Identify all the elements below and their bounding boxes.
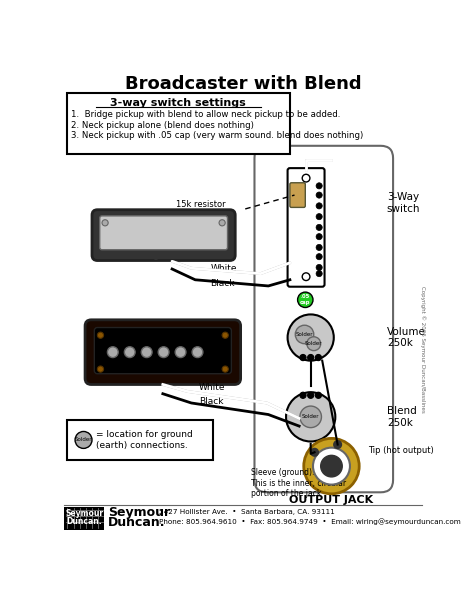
Circle shape (97, 366, 103, 372)
FancyBboxPatch shape (85, 320, 241, 385)
Text: Phone: 805.964.9610  •  Fax: 805.964.9749  •  Email: wiring@seymourduncan.com: Phone: 805.964.9610 • Fax: 805.964.9749 … (159, 518, 461, 525)
Circle shape (295, 325, 314, 344)
Circle shape (307, 337, 321, 350)
Circle shape (102, 220, 108, 226)
Text: 15k resistor: 15k resistor (176, 200, 226, 209)
Text: Solder: Solder (302, 415, 319, 419)
Circle shape (286, 392, 335, 441)
Circle shape (75, 431, 92, 449)
Text: = location for ground
(earth) connections.: = location for ground (earth) connection… (96, 430, 192, 450)
Circle shape (222, 332, 228, 338)
Text: 2. Neck pickup alone (blend does nothing): 2. Neck pickup alone (blend does nothing… (71, 120, 254, 129)
Circle shape (304, 438, 359, 494)
FancyBboxPatch shape (290, 183, 305, 207)
Circle shape (316, 214, 322, 220)
Text: Duncan.: Duncan. (66, 517, 102, 526)
Text: Broadcaster with Blend: Broadcaster with Blend (125, 75, 361, 93)
FancyBboxPatch shape (94, 328, 231, 374)
Text: Duncan.: Duncan. (108, 516, 166, 529)
Circle shape (192, 347, 203, 358)
Circle shape (316, 225, 322, 231)
Text: Seymour: Seymour (108, 506, 170, 519)
Circle shape (97, 332, 103, 338)
Text: 5427 Hollister Ave.  •  Santa Barbara, CA. 93111: 5427 Hollister Ave. • Santa Barbara, CA.… (159, 509, 335, 515)
Circle shape (175, 347, 186, 358)
Circle shape (158, 347, 169, 358)
Circle shape (315, 355, 321, 361)
Text: 3-way switch settings: 3-way switch settings (110, 98, 246, 108)
Circle shape (316, 244, 322, 250)
Bar (64, 507, 104, 530)
Text: .05
cap: .05 cap (300, 294, 310, 305)
Circle shape (219, 220, 225, 226)
Circle shape (300, 406, 321, 428)
Circle shape (308, 392, 314, 398)
Text: Volume
250k: Volume 250k (387, 326, 426, 349)
Text: Black: Black (199, 397, 224, 406)
Text: Blend
250k: Blend 250k (387, 406, 417, 428)
FancyBboxPatch shape (288, 168, 325, 287)
Circle shape (315, 392, 321, 398)
Circle shape (310, 449, 319, 456)
Circle shape (288, 314, 334, 361)
Circle shape (124, 347, 135, 358)
Circle shape (316, 192, 322, 198)
Circle shape (316, 203, 322, 209)
Circle shape (321, 455, 342, 477)
Text: OUTPUT JACK: OUTPUT JACK (290, 495, 374, 505)
Text: Copyright © 2006 Seymour Duncan/Basslines: Copyright © 2006 Seymour Duncan/Bassline… (419, 286, 425, 413)
Circle shape (300, 355, 306, 361)
Text: 3. Neck pickup with .05 cap (very warm sound. blend does nothing): 3. Neck pickup with .05 cap (very warm s… (71, 131, 364, 140)
FancyBboxPatch shape (255, 146, 393, 492)
Text: White: White (210, 264, 237, 273)
Circle shape (313, 447, 350, 485)
Circle shape (316, 264, 322, 271)
Circle shape (316, 271, 322, 277)
Circle shape (316, 253, 322, 260)
Text: Seymour: Seymour (65, 509, 103, 518)
Circle shape (108, 347, 118, 358)
Text: Tip (hot output): Tip (hot output) (368, 446, 434, 455)
Text: White: White (199, 383, 226, 392)
Circle shape (141, 347, 152, 358)
Text: 1.  Bridge pickup with blend to allow neck pickup to be added.: 1. Bridge pickup with blend to allow nec… (71, 110, 341, 119)
Circle shape (302, 273, 310, 280)
Text: 3-Way
switch: 3-Way switch (387, 192, 420, 214)
Text: Black: Black (210, 279, 235, 288)
Circle shape (316, 234, 322, 240)
FancyBboxPatch shape (100, 216, 228, 250)
Text: Solder: Solder (75, 437, 92, 443)
Circle shape (298, 292, 313, 307)
Circle shape (302, 174, 310, 182)
Text: Solder: Solder (305, 341, 322, 346)
Circle shape (308, 355, 314, 361)
Circle shape (334, 441, 341, 449)
Text: Solder: Solder (296, 332, 313, 337)
FancyBboxPatch shape (92, 210, 235, 261)
Text: Sleeve (ground).
This is the inner, circular
portion of the jack: Sleeve (ground). This is the inner, circ… (251, 468, 346, 498)
Circle shape (222, 366, 228, 372)
Circle shape (316, 183, 322, 189)
Circle shape (300, 392, 306, 398)
Bar (66, 93, 290, 153)
Bar (66, 420, 213, 460)
